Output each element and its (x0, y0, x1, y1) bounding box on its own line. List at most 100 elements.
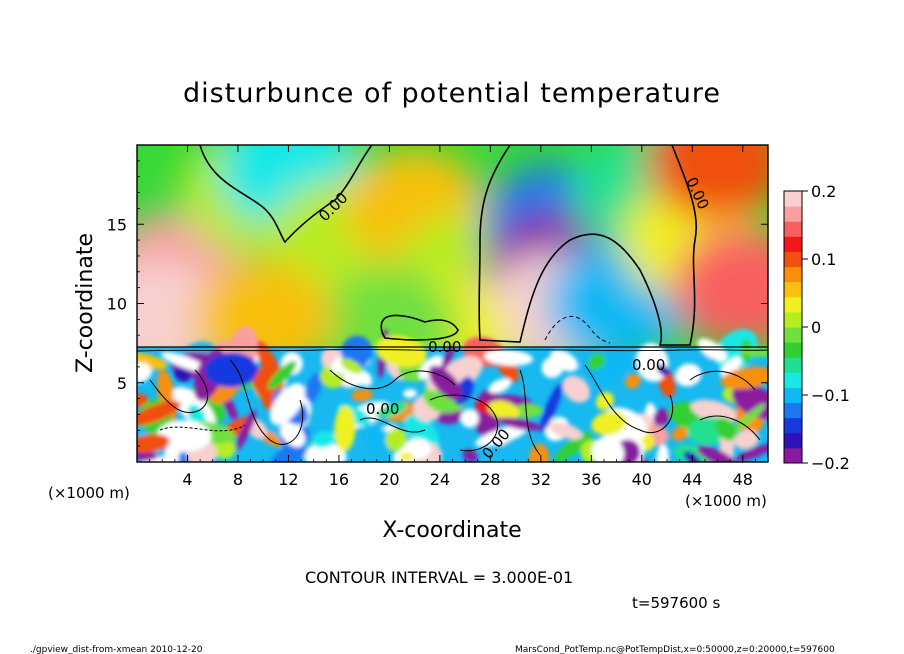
colorbar-band-7 (784, 342, 802, 358)
turbulence-patch-124 (280, 421, 306, 448)
turbulence-patch-132 (731, 384, 768, 420)
x-tick-label-11: 48 (733, 470, 753, 489)
turbulence-patch-148 (729, 403, 766, 435)
x-tick-label-6: 28 (480, 470, 500, 489)
lower-turbulent-layer (137, 326, 768, 462)
turbulence-patch-128 (375, 335, 427, 368)
lower-contour-d (429, 394, 498, 452)
turbulence-patch-52 (462, 449, 478, 462)
colorbar-band-6 (784, 357, 802, 373)
turbulence-patch-103 (513, 403, 543, 419)
turbulence-patch-83 (137, 351, 168, 370)
colorbar-tick-label-4: −0.2 (811, 454, 850, 473)
contour-label-4: 0.00 (632, 356, 665, 374)
turbulence-patch-60 (734, 429, 759, 450)
turbulence-patch-127 (487, 400, 520, 420)
colorbar-band-4 (784, 387, 802, 404)
colorbar-band-2 (784, 417, 802, 434)
contour-dashed-peak (544, 315, 611, 344)
upper-field (137, 145, 768, 396)
lower-contour-f (584, 364, 674, 433)
x-axis: 4 8 12 16 20 24 28 32 36 40 44 48 (149, 145, 756, 489)
contour-layer-line-2 (137, 348, 768, 352)
colorbar-band-13 (784, 251, 802, 268)
turbulence-patch-76 (356, 369, 373, 387)
colorbar-band-14 (784, 236, 802, 252)
colorbar-band-10 (784, 296, 802, 313)
colorbar-band-5 (784, 372, 802, 388)
turbulence-patch-143 (334, 405, 356, 452)
lower-contour-i (159, 424, 246, 432)
contour-zero-left (199, 145, 373, 244)
turbulence-patch-153 (591, 411, 627, 436)
y-tick-label-1: 10 (107, 295, 127, 314)
turbulence-patch-61 (553, 432, 593, 462)
colorbar-band-12 (784, 266, 802, 283)
turbulence-patch-71 (312, 430, 336, 448)
turbulence-patch-108 (549, 422, 583, 440)
colorbar-band-15 (784, 221, 802, 237)
field-blob-14 (647, 145, 768, 221)
colorbar-band-9 (784, 311, 802, 328)
turbulence-patch-164 (156, 420, 212, 453)
lower-contour-h (699, 415, 761, 441)
turbulence-patch-101 (656, 444, 670, 462)
colorbar-tick-label-3: −0.1 (811, 386, 850, 405)
x-tick-label-2: 12 (278, 470, 298, 489)
colorbar-band-8 (784, 327, 802, 343)
turbulence-patch-41 (460, 409, 479, 428)
x-tick-label-10: 44 (682, 470, 702, 489)
turbulence-patch-157 (488, 378, 512, 394)
x-tick-label-8: 36 (581, 470, 601, 489)
turbulence-patch-109 (675, 363, 702, 387)
colorbar-band-1 (784, 432, 802, 449)
x-tick-label-9: 40 (632, 470, 652, 489)
turbulence-patch-158 (403, 388, 417, 398)
lower-contour-e (519, 369, 541, 456)
contour-interval-text: CONTOUR INTERVAL = 3.000E-01 (305, 568, 573, 587)
turbulence-patch-125 (562, 375, 590, 403)
turbulence-patch-163 (591, 436, 625, 462)
contour-lines (137, 145, 768, 352)
x-tick-label-1: 8 (233, 470, 243, 489)
lower-contour-j (359, 417, 426, 433)
colorbar-ticks: 0.2 0.1 0 −0.1 −0.2 (802, 182, 850, 473)
contour-label-3: 0.00 (428, 338, 461, 356)
y-axis: 5 10 15 (107, 160, 768, 447)
turbulence-patch-137 (270, 383, 306, 425)
colorbar (784, 191, 802, 464)
turbulence-patch-68 (137, 400, 181, 426)
turbulence-patch-126 (696, 445, 738, 462)
x-tick-label-0: 4 (182, 470, 192, 489)
turbulence-patch-142 (720, 366, 768, 390)
turbulence-patch-84 (625, 373, 641, 389)
turbulence-patch-136 (375, 402, 408, 419)
y-tick-label-2: 15 (107, 215, 127, 234)
lower-contour-b (229, 359, 304, 445)
x-tick-label-7: 32 (531, 470, 551, 489)
y-tick-label-0: 5 (117, 374, 127, 393)
colorbar-tick-label-2: 0 (811, 318, 821, 337)
turbulence-patch-162 (204, 352, 258, 388)
lower-field (137, 326, 768, 462)
plot-area: 0.00 0.00 0.00 0.00 0.00 0.00 (137, 145, 768, 462)
turbulence-patch-123 (399, 452, 414, 462)
contour-zero-center (478, 145, 698, 346)
turbulence-patch-160 (498, 417, 541, 431)
turbulence-patch-86 (549, 349, 579, 372)
turbulence-patch-135 (365, 424, 393, 454)
lower-contour-a (149, 369, 209, 414)
chart-title: disturbunce of potential temperature (183, 78, 721, 109)
x-tick-label-5: 24 (430, 470, 450, 489)
turbulence-patch-35 (303, 372, 323, 405)
turbulence-patch-138 (484, 349, 534, 366)
turbulence-patch-119 (475, 425, 528, 447)
turbulence-patch-112 (653, 408, 670, 426)
turbulence-patch-165 (657, 364, 670, 377)
turbulence-patch-111 (539, 383, 563, 433)
turbulence-patch-169 (137, 434, 170, 453)
turbulence-patch-89 (243, 387, 257, 402)
field-blob-13 (672, 227, 768, 348)
turbulence-patch-118 (739, 346, 768, 357)
